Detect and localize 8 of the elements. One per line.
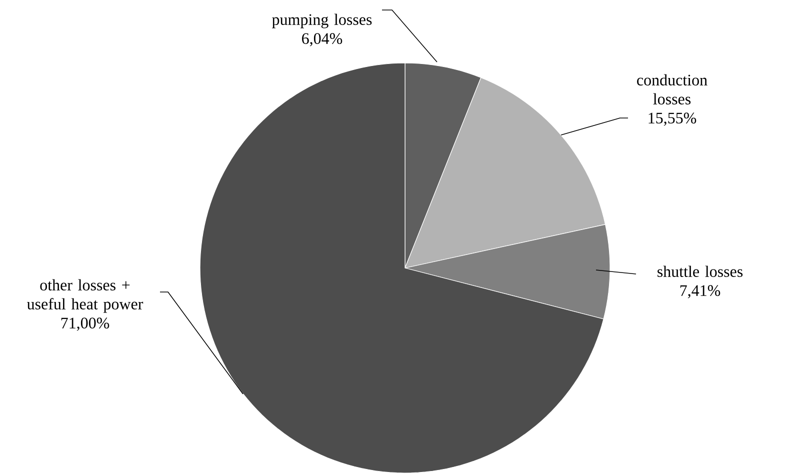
slice-label: other losses + useful heat power [27, 279, 144, 313]
data-label: 7,41% [680, 285, 720, 298]
slice-label: pumping losses [272, 14, 372, 28]
data-label: 71,00% [61, 318, 110, 331]
data-label: 6,04% [302, 33, 342, 46]
data-label: 15,55% [648, 112, 696, 126]
slice-label: conduction losses [637, 74, 708, 104]
slice-label: shuttle losses [658, 266, 743, 277]
